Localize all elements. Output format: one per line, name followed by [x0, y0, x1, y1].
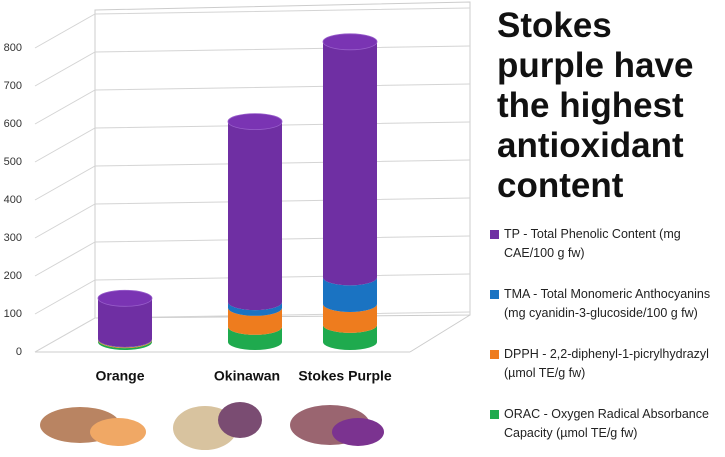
cylinder-segment [228, 326, 282, 350]
decor [34, 1, 471, 450]
legend-label: ORAC - Oxygen Radical Absorbance Capacit… [504, 407, 709, 440]
legend-swatch [490, 230, 499, 239]
legend-swatch [490, 350, 499, 359]
cylinder-top [97, 289, 153, 307]
cylinder-top [322, 33, 378, 51]
cylinder-segment [323, 277, 377, 312]
x-tick-label: Orange [95, 368, 144, 384]
cylinder-segment [323, 304, 377, 333]
legend-item: TP - Total Phenolic Content (mg CAE/100 … [490, 225, 725, 263]
grid-line [34, 7, 471, 49]
cylinder-segment [323, 41, 377, 286]
x-tick-label: Okinawan [214, 368, 280, 384]
legend-label: TP - Total Phenolic Content (mg CAE/100 … [504, 227, 681, 260]
cylinder-segment [228, 121, 282, 311]
y-tick-label: 400 [4, 194, 22, 206]
cylinder-segment [323, 324, 377, 350]
cylinder-top [227, 113, 283, 130]
cylinder-segment [228, 302, 282, 316]
legend-swatch [490, 290, 499, 299]
y-tick-label: 200 [4, 270, 22, 282]
legend-item: ORAC - Oxygen Radical Absorbance Capacit… [490, 405, 725, 443]
potato [90, 418, 146, 446]
y-tick-label: 100 [4, 308, 22, 320]
x-tick-label: Stokes Purple [298, 368, 392, 384]
cylinder-segment [98, 298, 152, 347]
cylinder-segment [98, 340, 152, 350]
legend-label: DPPH - 2,2-diphenyl-1-picrylhydrazyl (µm… [504, 347, 709, 380]
y-tick-label: 300 [4, 232, 22, 244]
grid-line [34, 45, 471, 87]
y-tick-label: 700 [4, 80, 22, 92]
legend-item: TMA - Total Monomeric Anthocyanins (mg c… [490, 285, 725, 323]
legend-label: TMA - Total Monomeric Anthocyanins (mg c… [504, 287, 711, 320]
y-tick-label: 600 [4, 118, 22, 130]
potato [332, 418, 384, 446]
y-tick-label: 500 [4, 156, 22, 168]
potato [218, 402, 262, 438]
y-tick-label: 800 [4, 42, 22, 54]
legend-swatch [490, 410, 499, 419]
title: Stokes purple have the highest antioxida… [497, 6, 694, 205]
cylinder-segment [228, 307, 282, 335]
y-tick-label: 0 [16, 346, 22, 358]
legend-item: DPPH - 2,2-diphenyl-1-picrylhydrazyl (µm… [490, 345, 725, 383]
floor-right [409, 314, 471, 353]
